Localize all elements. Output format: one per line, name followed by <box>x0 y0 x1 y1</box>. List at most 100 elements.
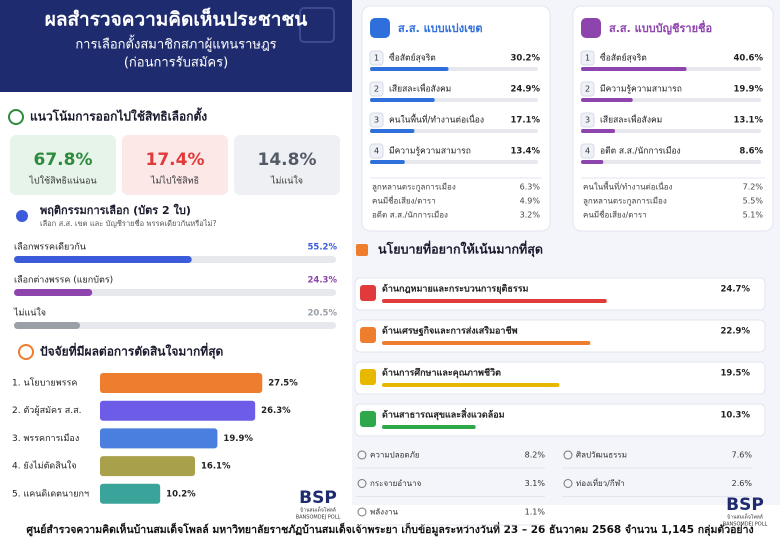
footer-text: ศูนย์สำรวจความคิดเห็นบ้านสมเด็จโพลล์ มหา… <box>26 521 753 537</box>
other-label: ลูกหลานตระกูลการเมือง <box>372 183 456 193</box>
stat-card <box>10 135 116 195</box>
stat-value: 17.4% <box>146 150 205 170</box>
bar-value: 16.1% <box>201 462 231 472</box>
policy-icon <box>360 285 376 301</box>
rank-number: 1 <box>374 54 379 63</box>
card-icon <box>370 18 390 38</box>
bar <box>14 289 93 296</box>
bar-label: ไม่แน่ใจ <box>13 308 46 319</box>
bar <box>382 425 476 429</box>
stat-card <box>122 135 228 195</box>
card-icon <box>581 18 601 38</box>
bar <box>100 456 195 477</box>
stat-label: ไม่ไปใช้สิทธิ <box>150 176 199 187</box>
other-value: 4.9% <box>520 197 541 206</box>
rank-label: อดีต ส.ส./นักการเมือง <box>600 146 681 157</box>
rank-label: มีความรู้ความสามารถ <box>600 84 682 95</box>
logo-caption: บ้านสมเด็จโพลล์ <box>300 506 336 514</box>
bar-value: 19.9% <box>223 434 253 444</box>
bar <box>100 428 218 449</box>
logo: BSP บ้านสมเด็จโพลล์ BANSOMDEJ POLL <box>296 488 341 521</box>
rank-badge <box>580 143 595 159</box>
rank-number: 4 <box>585 147 590 156</box>
bar-value: 27.5% <box>268 379 298 389</box>
other-label: ความปลอดภัย <box>370 451 420 460</box>
header-box <box>0 0 352 92</box>
bar <box>370 129 415 133</box>
logo-name: BANSOMDEJ POLL <box>723 522 768 528</box>
bar <box>382 383 560 387</box>
bar-track <box>581 160 761 164</box>
policy-value: 19.5% <box>721 369 751 379</box>
section-icon <box>16 210 28 222</box>
other-value: 1.1% <box>525 508 546 517</box>
other-value: 3.2% <box>520 211 541 220</box>
bar <box>14 256 192 263</box>
header-subtitle: การเลือกตั้งสมาชิกสภาผู้แทนราษฎร <box>75 35 276 53</box>
bar <box>370 98 435 102</box>
bar-track <box>370 160 538 164</box>
rank-number: 2 <box>374 85 379 94</box>
policy-icon <box>360 369 376 385</box>
bar-label: 3. พรรคการเมือง <box>12 433 79 444</box>
stat-value: 67.8% <box>34 150 93 170</box>
section-title: นโยบายที่อยากให้เน้นมากที่สุด <box>378 241 543 258</box>
rank-value: 19.9% <box>734 85 764 95</box>
rank-label: เสียสละเพื่อสังคม <box>389 83 451 95</box>
section-icon <box>8 109 24 125</box>
bar <box>370 160 405 164</box>
other-label: คนมีชื่อเสียง/ดารา <box>583 209 647 220</box>
rank-value: 30.2% <box>511 54 541 64</box>
bar <box>581 160 604 164</box>
other-label: คนมีชื่อเสียง/ดารา <box>372 195 436 206</box>
other-icon <box>357 507 367 517</box>
other-label: อดีต ส.ส./นักการเมือง <box>372 211 448 220</box>
rank-badge <box>580 81 595 97</box>
other-value: 8.2% <box>525 451 546 460</box>
other-icon <box>357 479 367 488</box>
other-label: ลูกหลานตระกูลการเมือง <box>583 197 667 207</box>
rank-number: 2 <box>585 85 590 94</box>
other-icon <box>563 479 573 488</box>
other-label: พลังงาน <box>370 508 398 517</box>
bar-label: เลือกพรรคเดียวกัน <box>14 242 86 253</box>
other-value: 5.1% <box>743 211 764 220</box>
card <box>361 5 551 232</box>
policy-icon <box>360 411 376 427</box>
stat-card <box>234 135 340 195</box>
policy-value: 10.3% <box>721 411 751 421</box>
card <box>572 5 774 232</box>
other-value: 7.2% <box>743 183 764 192</box>
logo-mark: BSP <box>299 488 337 508</box>
bar-label: 2. ตัวผู้สมัคร ส.ส. <box>12 405 81 416</box>
rank-label: ซื่อสัตย์สุจริต <box>600 52 647 64</box>
rank-value: 8.6% <box>739 147 763 157</box>
bar <box>100 483 161 504</box>
rank-number: 1 <box>585 54 590 63</box>
rank-badge <box>369 112 384 128</box>
bar-value: 26.3% <box>261 406 291 416</box>
other-label: กระจายอำนาจ <box>370 479 422 488</box>
other-value: 2.6% <box>732 479 753 488</box>
rank-label: ซื่อสัตย์สุจริต <box>389 52 436 64</box>
bar <box>382 299 607 303</box>
header-subtitle: (ก่อนการรับสมัคร) <box>124 56 228 71</box>
policy-label: ด้านกฎหมายและกระบวนการยุติธรรม <box>382 284 529 295</box>
bar-label: 5. แคนดิเดตนายกฯ <box>12 488 89 499</box>
other-value: 3.1% <box>525 479 546 488</box>
policy-value: 24.7% <box>721 285 751 295</box>
bar <box>581 67 687 71</box>
section-title: พฤติกรรมการเลือก (บัตร 2 ใบ) <box>40 203 191 217</box>
rank-badge <box>369 81 384 97</box>
rank-badge <box>369 143 384 159</box>
policy-value: 22.9% <box>721 327 751 337</box>
card-title: ส.ส. แบบบัญชีรายชื่อ <box>609 20 712 35</box>
policy-label: ด้านสาธารณสุขและสิ่งแวดล้อม <box>382 408 505 421</box>
section-title: ปัจจัยที่มีผลต่อการตัดสินใจมากที่สุด <box>40 343 224 360</box>
other-icon <box>563 450 573 460</box>
rank-value: 24.9% <box>511 85 541 95</box>
bar-track <box>14 322 336 329</box>
rank-badge <box>580 50 595 66</box>
rank-number: 4 <box>374 147 379 156</box>
bar <box>14 322 81 329</box>
